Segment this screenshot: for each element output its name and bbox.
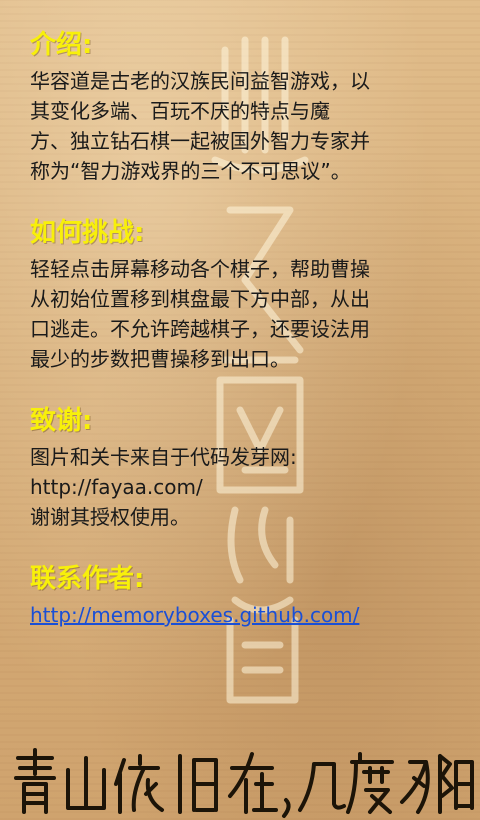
thanks-heading: 致谢: (30, 406, 93, 436)
thanks-section: 致谢: 图片和关卡来自于代码发芽网: http://fayaa.com/ 谢谢其… (30, 404, 450, 532)
thanks-text: 图片和关卡来自于代码发芽网: http://fayaa.com/ 谢谢其授权使用… (30, 445, 297, 529)
contact-heading: 联系作者: (30, 564, 145, 594)
calligraphy-banner-icon (14, 748, 474, 818)
challenge-text: 轻轻点击屏幕移动各个棋子，帮助曹操 从初始位置移到棋盘最下方中部，从出 口逃走。… (30, 257, 370, 371)
seal-watermark-icon (211, 36, 309, 704)
author-website-link[interactable]: http://memoryboxes.github.com/ (30, 603, 360, 627)
intro-text: 华容道是古老的汉族民间益智游戏，以 其变化多端、百玩不厌的特点与魔 方、独立钻石… (30, 69, 370, 183)
contact-section: 联系作者: http://memoryboxes.github.com/ (30, 562, 450, 630)
intro-section: 介绍: 华容道是古老的汉族民间益智游戏，以 其变化多端、百玩不厌的特点与魔 方、… (30, 28, 450, 186)
intro-heading: 介绍: (30, 30, 93, 60)
about-content: 介绍: 华容道是古老的汉族民间益智游戏，以 其变化多端、百玩不厌的特点与魔 方、… (30, 28, 450, 660)
challenge-section: 如何挑战: 轻轻点击屏幕移动各个棋子，帮助曹操 从初始位置移到棋盘最下方中部，从… (30, 216, 450, 374)
challenge-heading: 如何挑战: (30, 218, 145, 248)
